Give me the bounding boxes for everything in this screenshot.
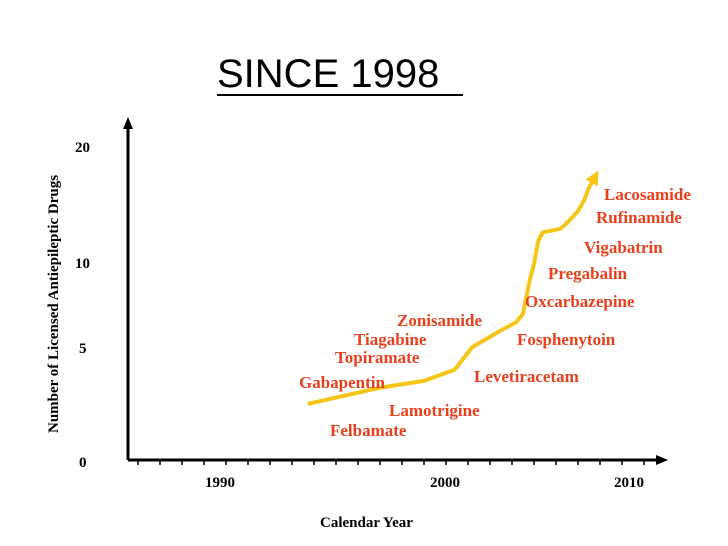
annotation-gabapentin: Gabapentin [299,373,386,392]
series-line [307,173,598,406]
annotation-tiagabine: Tiagabine [354,330,427,349]
annotation-pregabalin: Pregabalin [548,264,628,283]
annotation-topiramate: Topiramate [335,348,420,367]
x-tick-marks [137,460,645,465]
y-axis-label: Number of Licensed Antiepileptic Drugs [46,175,62,433]
annotation-vigabatrin: Vigabatrin [584,238,663,257]
y-tick-label: 0 [79,455,87,471]
annotation-levetiracetam: Levetiracetam [474,367,579,386]
x-axis-arrow [656,455,668,465]
x-axis-label: Calendar Year [320,515,413,531]
y-tick-label: 5 [79,341,87,357]
y-tick-label: 20 [75,140,90,156]
annotation-fosphenytoin: Fosphenytoin [517,330,616,349]
annotation-felbamate: Felbamate [330,421,407,440]
annotation-zonisamide: Zonisamide [397,311,482,330]
y-tick-label: 10 [75,256,90,272]
chart-title: SINCE 1998 [217,52,439,96]
x-tick-label: 2010 [614,475,644,491]
annotation-oxcarbazepine: Oxcarbazepine [525,292,635,311]
annotation-lacosamide: Lacosamide [604,185,691,204]
y-axis-arrow [123,117,133,129]
x-tick-label: 1990 [205,475,235,491]
x-tick-label: 2000 [430,475,460,491]
annotation-rufinamide: Rufinamide [596,208,682,227]
annotation-lamotrigine: Lamotrigine [389,401,480,420]
series-arrowhead [585,170,599,187]
